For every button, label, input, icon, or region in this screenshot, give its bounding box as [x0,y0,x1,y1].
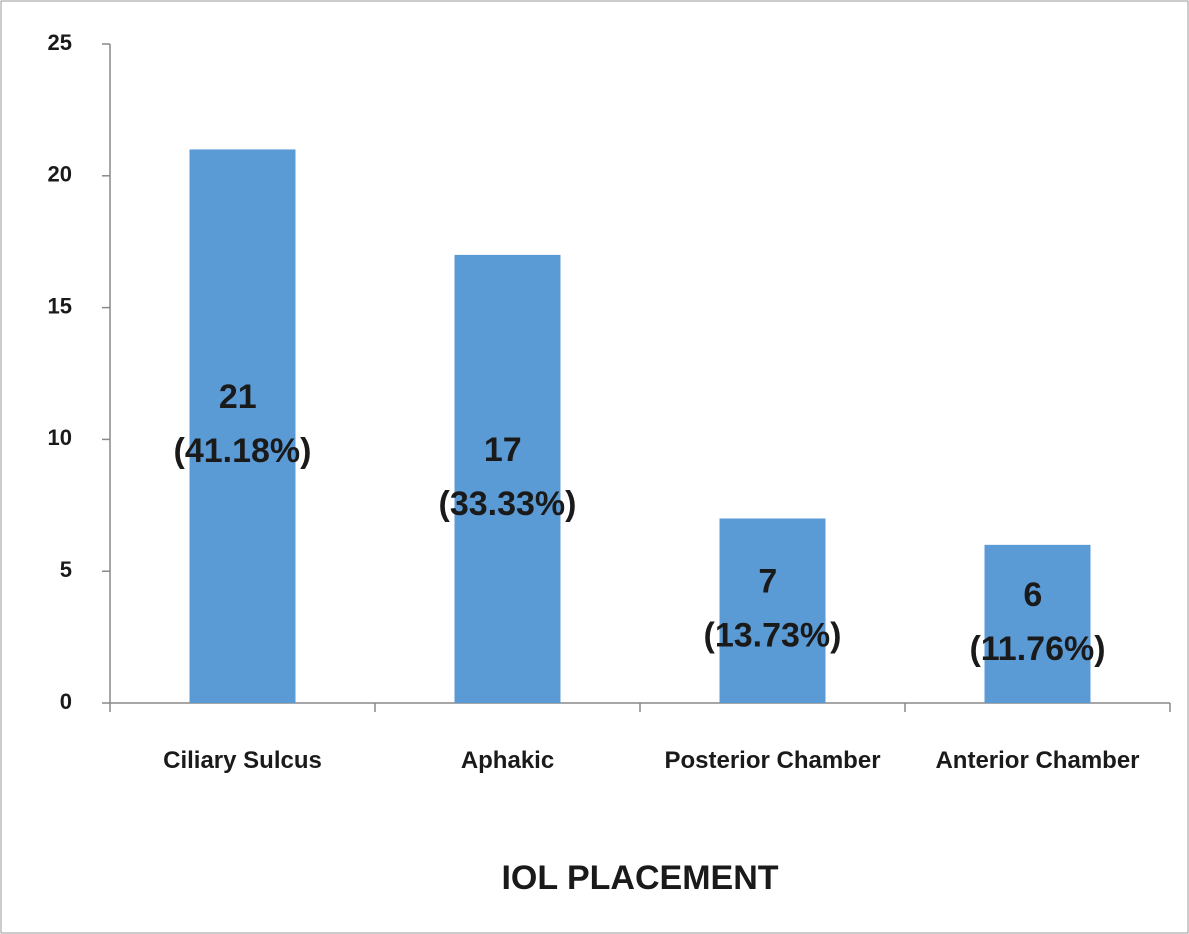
y-tick-label: 5 [60,557,72,582]
x-tick-label: Anterior Chamber [935,747,1139,774]
data-label: 7 (13.73%) [704,563,842,655]
data-label: 6 (11.76%) [969,576,1105,668]
x-tick-label: Posterior Chamber [664,747,880,774]
bar [984,544,1091,703]
x-axis-title: IOL PLACEMENT [501,859,778,897]
bar [719,518,826,703]
x-tick-label: Aphakic [461,747,554,774]
x-tick-label: Ciliary Sulcus [163,747,322,774]
data-label: 21 (41.18%) [174,378,312,470]
y-tick-label: 10 [48,425,72,450]
bar [454,254,561,703]
data-label: 17 (33.33%) [439,431,577,523]
y-tick-label: 20 [48,162,72,187]
y-tick-label: 25 [48,30,72,55]
y-tick-label: 15 [48,293,72,318]
bar [189,149,296,703]
y-tick-label: 0 [60,689,72,714]
